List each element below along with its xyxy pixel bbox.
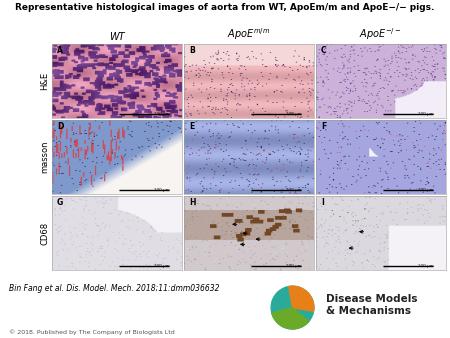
Text: D: D [57,122,63,131]
Text: $ApoE^{m/m}$: $ApoE^{m/m}$ [227,26,270,42]
Text: 100 μm: 100 μm [286,188,302,192]
Text: 100 μm: 100 μm [418,112,434,116]
Text: Representative histological images of aorta from WT, ApoEm/m and ApoE−/− pigs.: Representative histological images of ao… [15,3,435,13]
Text: Disease Models
& Mechanisms: Disease Models & Mechanisms [326,294,418,316]
Wedge shape [272,308,309,329]
Text: E: E [189,122,194,131]
Text: Bin Fang et al. Dis. Model. Mech. 2018;11:dmm036632: Bin Fang et al. Dis. Model. Mech. 2018;1… [9,284,220,293]
Text: A: A [57,46,63,55]
Text: 100 μm: 100 μm [154,112,170,116]
Text: 100 μm: 100 μm [286,264,302,268]
Text: © 2018. Published by The Company of Biologists Ltd: © 2018. Published by The Company of Biol… [9,329,175,335]
Text: H: H [189,198,195,207]
Text: masson: masson [40,141,50,173]
Text: B: B [189,46,195,55]
Text: G: G [57,198,63,207]
Text: F: F [321,122,326,131]
Text: CD68: CD68 [40,222,50,245]
Text: 100 μm: 100 μm [154,264,170,268]
Text: I: I [321,198,324,207]
Text: C: C [321,46,327,55]
Text: $ApoE^{-/-}$: $ApoE^{-/-}$ [359,26,402,42]
Text: WT: WT [109,32,125,42]
Text: 100 μm: 100 μm [154,188,170,192]
Text: 100 μm: 100 μm [418,264,434,268]
Text: 100 μm: 100 μm [418,188,434,192]
Wedge shape [289,286,314,311]
Text: H&E: H&E [40,72,50,90]
Text: 100 μm: 100 μm [286,112,302,116]
Circle shape [271,286,314,329]
